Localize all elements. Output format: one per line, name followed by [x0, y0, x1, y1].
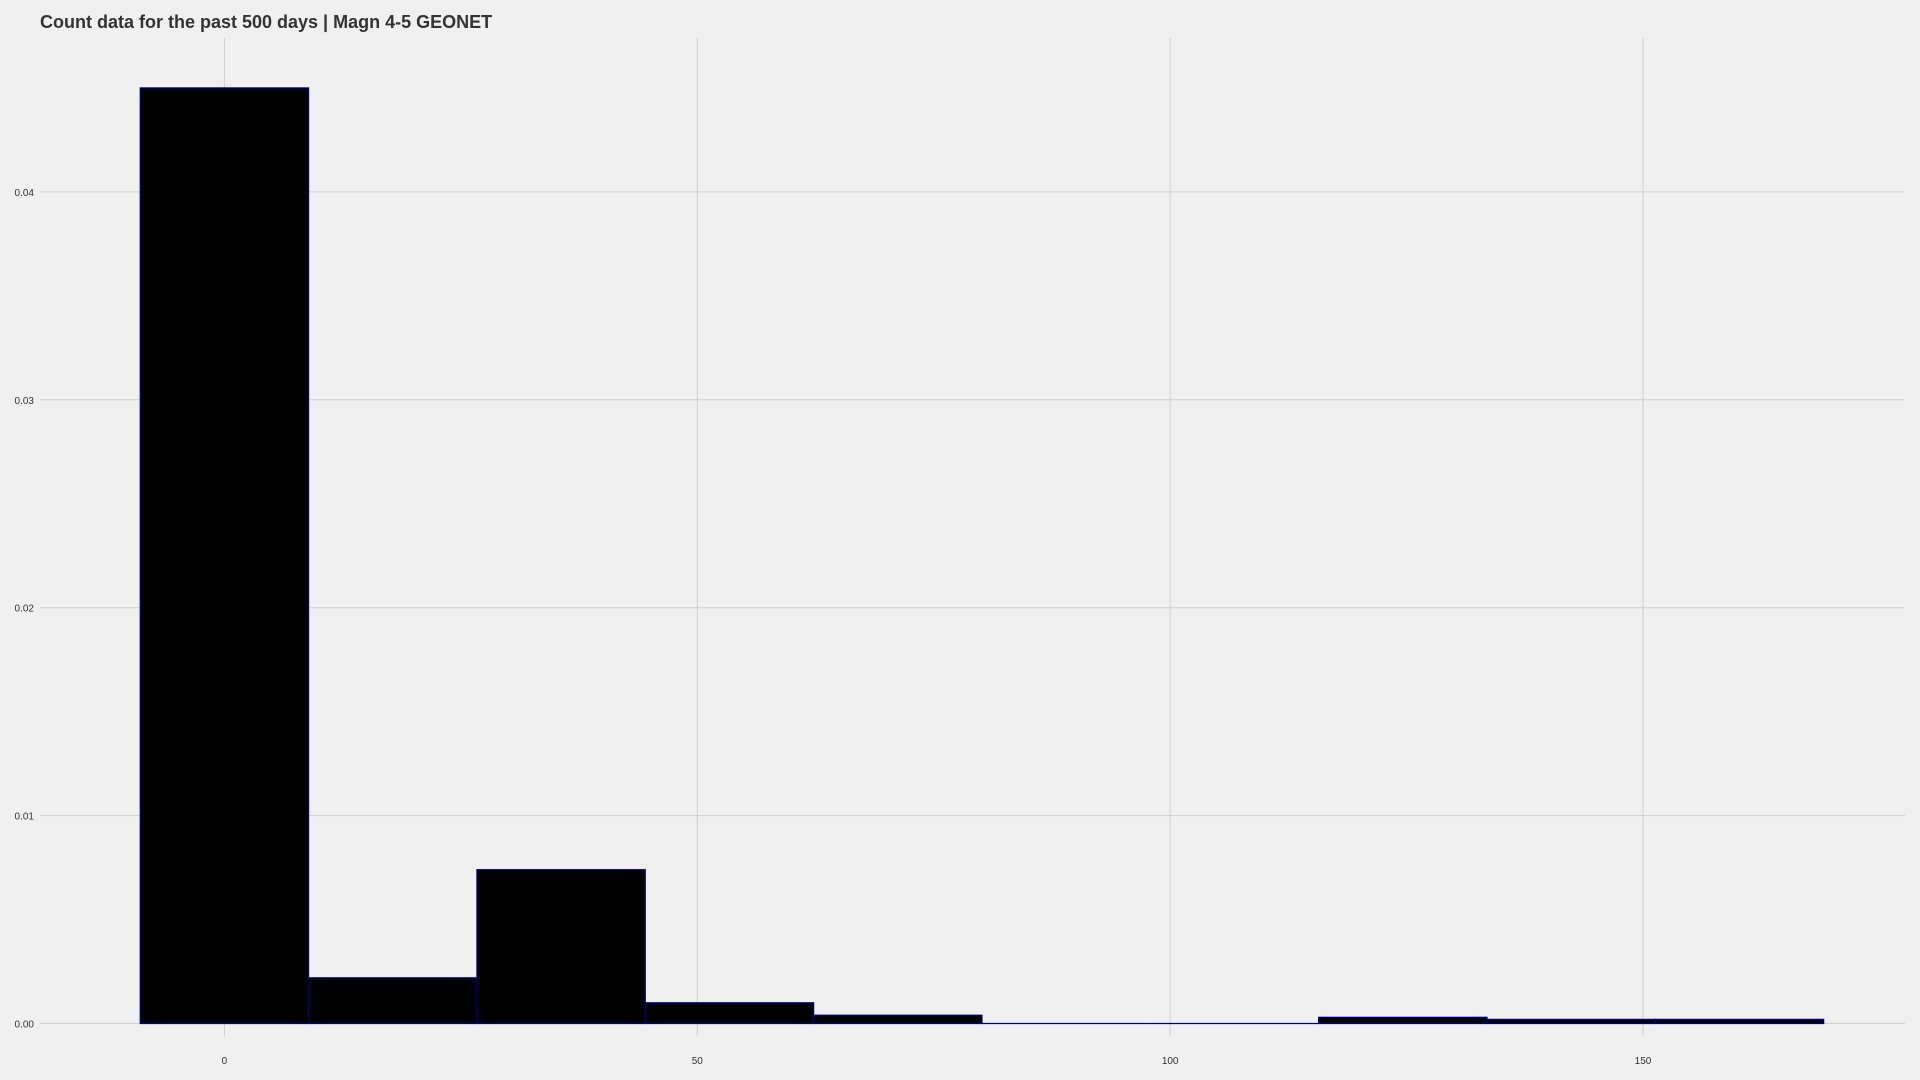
histogram-bar: [644, 1002, 815, 1025]
y-tick-label: 0.00: [15, 1020, 35, 1031]
histogram-bar: [813, 1014, 983, 1025]
histogram-bars: [139, 87, 1825, 1025]
histogram-bar: [1486, 1018, 1656, 1025]
x-tick-label: 50: [692, 1056, 704, 1067]
y-tick-label: 0.03: [15, 396, 35, 407]
y-tick-label: 0.02: [15, 604, 35, 615]
y-axis-tick-labels: 0.00 0.01 0.02 0.03 0.04: [15, 188, 35, 1031]
chart-title: Count data for the past 500 days | Magn …: [40, 12, 492, 32]
histogram-bar: [139, 87, 310, 1025]
x-tick-label: 0: [222, 1056, 228, 1067]
x-tick-label: 100: [1162, 1056, 1179, 1067]
histogram-bar: [1654, 1018, 1825, 1025]
histogram-bar: [476, 869, 646, 1025]
x-axis-tick-labels: 0 50 100 150: [222, 1056, 1652, 1067]
x-tick-label: 150: [1635, 1056, 1652, 1067]
histogram-bar: [1318, 1016, 1488, 1025]
y-tick-label: 0.04: [15, 188, 35, 199]
y-tick-label: 0.01: [15, 812, 35, 823]
histogram-bar: [307, 977, 478, 1025]
